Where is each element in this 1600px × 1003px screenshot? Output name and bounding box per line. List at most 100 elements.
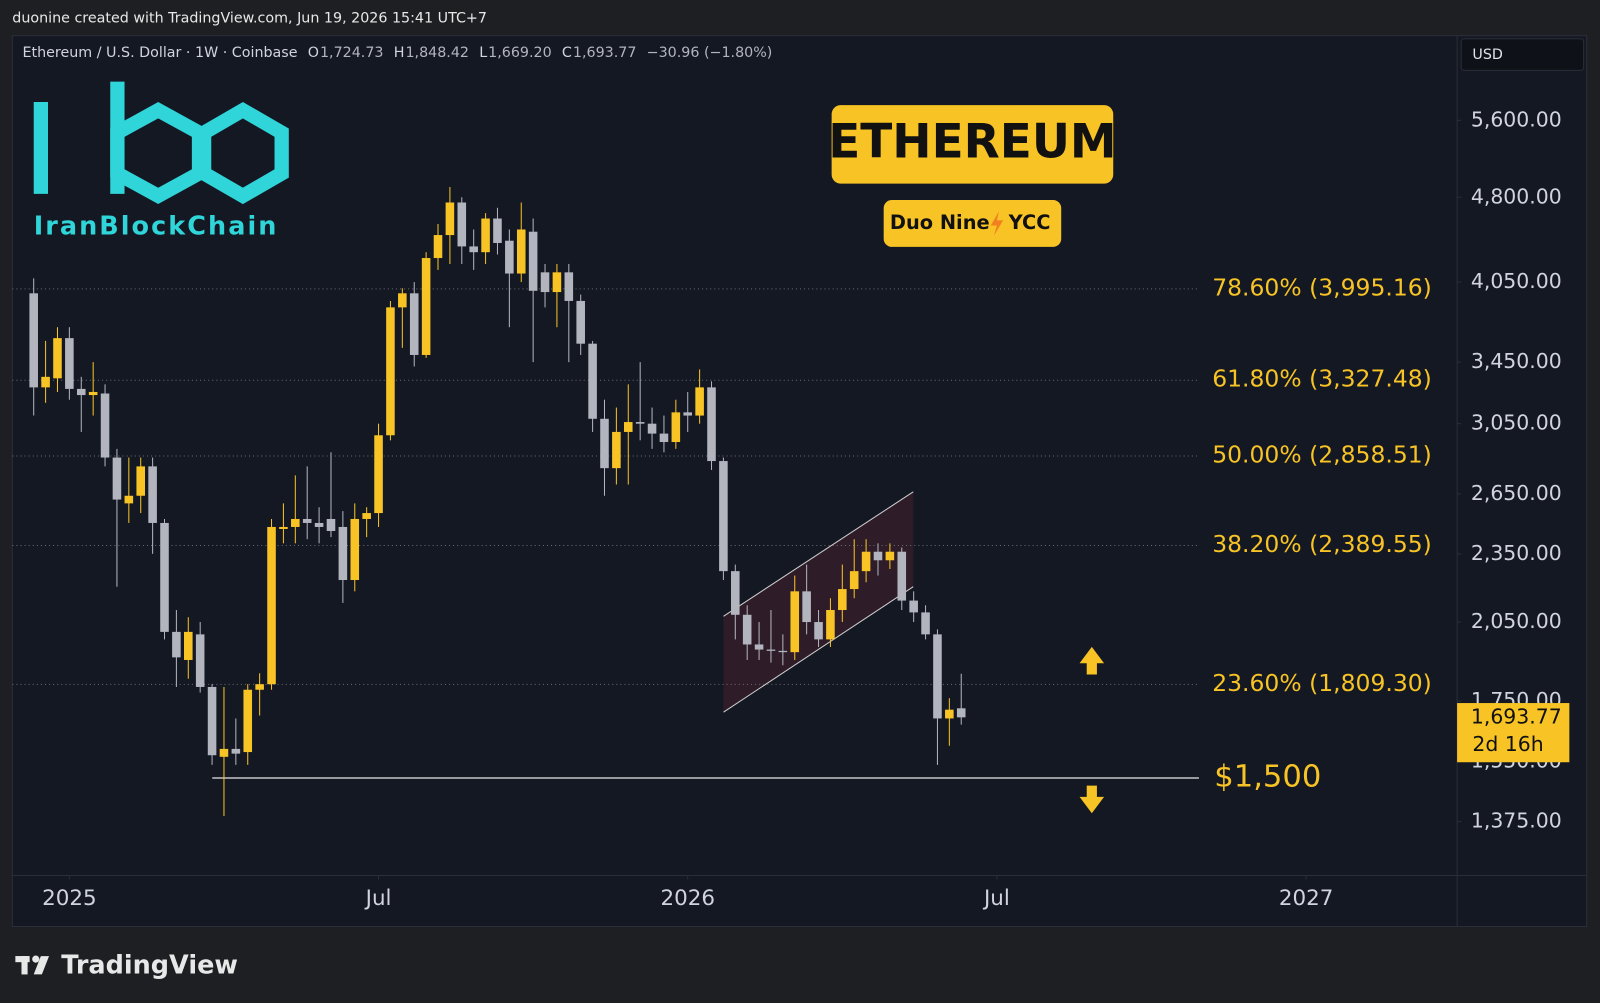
last-price-box	[1457, 703, 1570, 763]
candle-body	[838, 589, 847, 611]
candles	[29, 186, 966, 817]
last-price-label: 1,693.77	[1471, 704, 1562, 728]
y-tick-label: 5,600.00	[1471, 107, 1562, 131]
candle-body	[279, 526, 288, 529]
chart-frame	[11, 35, 1588, 927]
candle-body	[826, 610, 835, 640]
candle-body	[540, 272, 550, 293]
ohlc-key: C	[562, 45, 572, 61]
candle-body	[255, 684, 264, 690]
candle-body	[528, 231, 538, 291]
x-tick-label: 2027	[1279, 886, 1333, 911]
candle-body	[623, 422, 633, 432]
candle-body	[124, 495, 134, 504]
candle-body	[671, 412, 681, 443]
candle-body	[814, 622, 823, 640]
candle-body	[909, 600, 918, 613]
y-tick-label: 1,375.00	[1471, 808, 1562, 832]
candle-body	[731, 571, 740, 615]
candle-body	[647, 423, 657, 434]
brand-logo	[15, 955, 50, 975]
candle-body	[778, 650, 788, 653]
candle-body	[849, 571, 859, 590]
candle-body	[409, 293, 419, 355]
candle-body	[314, 522, 324, 527]
candle-body	[374, 435, 383, 514]
candle-body	[719, 461, 728, 572]
candle-body	[481, 218, 490, 253]
y-tick-label: 2,650.00	[1471, 481, 1562, 505]
levels: 78.60% (3,995.16) 61.80% (3,327.48) 50.00%…	[12, 273, 1432, 794]
candle-body	[861, 551, 871, 572]
candle-body	[112, 457, 122, 500]
y-tick-label: 2,350.00	[1471, 541, 1562, 565]
candle-body	[516, 229, 526, 274]
candle-body	[564, 272, 574, 301]
axes: 5,600.00 4,800.00 4,050.00 3,450.00 3,050.00…	[42, 107, 1570, 911]
attribution: duonine created with TradingView.com, Ju…	[12, 10, 487, 26]
candle-body	[742, 614, 752, 645]
candle-body	[754, 644, 764, 650]
ohlc-value: 1,724.73	[320, 45, 384, 61]
ohlc-value: 1,669.20	[488, 45, 552, 61]
candle-body	[243, 689, 253, 753]
subtitle: Duo Nine	[890, 211, 990, 234]
ohlc-key: O	[308, 45, 319, 61]
candle-body	[338, 526, 348, 581]
candle-body	[933, 634, 942, 719]
candle-body	[600, 418, 609, 469]
candle-body	[766, 649, 776, 651]
channel-line	[723, 491, 914, 617]
logo-text: IranBlockChain	[34, 212, 279, 242]
brand: TradingView	[61, 950, 238, 980]
channel-line	[723, 586, 914, 713]
y-tick-label: 2,050.00	[1471, 609, 1562, 633]
symbol: Ethereum / U.S. Dollar · 1W · Coinbase	[22, 45, 297, 61]
bolt-icon	[990, 211, 1004, 236]
candle-body	[386, 307, 395, 436]
candle-body	[469, 246, 478, 253]
candle-body	[350, 518, 360, 581]
candle-body	[802, 591, 811, 623]
y-tick-label: 3,450.00	[1471, 349, 1562, 373]
fib-label: 61.80% (3,327.48)	[1212, 365, 1432, 393]
up-arrow	[1079, 646, 1105, 675]
change: −30.96 (−1.80%)	[647, 45, 773, 61]
ohlc-key: H	[394, 45, 405, 61]
candle-body	[921, 612, 930, 635]
candle-body	[29, 293, 38, 388]
candle-body	[398, 293, 407, 308]
candle-body	[635, 422, 645, 424]
candle-body	[195, 634, 205, 687]
candle-body	[76, 388, 86, 396]
candle-body	[505, 240, 514, 274]
y-tick-label: 3,050.00	[1471, 411, 1562, 435]
y-tick-label: 4,800.00	[1471, 184, 1562, 208]
candle-body	[88, 391, 98, 396]
x-tick-label: 2025	[42, 886, 96, 911]
candle-body	[457, 202, 467, 247]
candle-body	[326, 518, 336, 532]
candle-body	[172, 631, 181, 658]
candle-body	[588, 343, 597, 419]
candle-body	[267, 526, 276, 685]
currency-button[interactable]	[1460, 38, 1585, 71]
subtitle: YCC	[1008, 211, 1051, 234]
candle-body	[493, 218, 502, 243]
candle-body	[433, 235, 443, 259]
candle-body	[612, 431, 621, 469]
candle-body	[707, 387, 716, 462]
candle-body	[445, 202, 455, 236]
ohlc-key: L	[479, 45, 487, 61]
candle-body	[683, 412, 693, 416]
fib-label: 38.20% (2,389.55)	[1212, 530, 1432, 558]
candle-body	[231, 748, 241, 754]
subtitle-box	[883, 199, 1062, 247]
candle-body	[302, 518, 312, 523]
candle-body	[148, 466, 157, 523]
candle-body	[873, 551, 883, 561]
candle-body	[956, 708, 966, 718]
currency: USD	[1472, 47, 1502, 63]
